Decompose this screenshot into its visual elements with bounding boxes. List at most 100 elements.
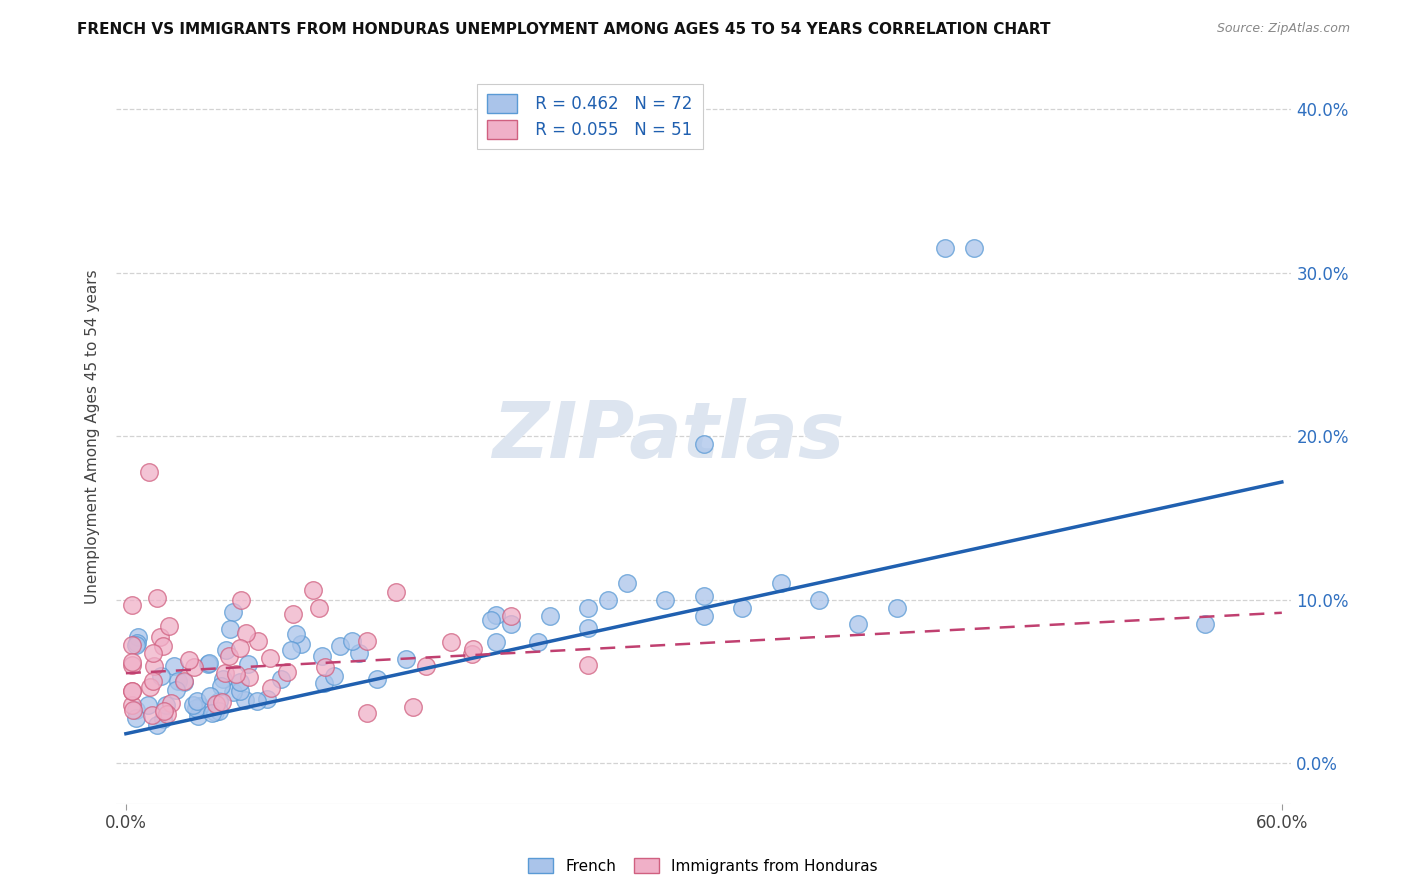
Point [225, 667, 247, 681]
Point [173, 673, 195, 688]
Point [270, 672, 292, 686]
Point [356, 706, 378, 721]
Point [184, 701, 207, 715]
Point [238, 657, 260, 671]
Point [440, 635, 463, 649]
Point [538, 609, 561, 624]
Point [256, 691, 278, 706]
Text: FRENCH VS IMMIGRANTS FROM HONDURAS UNEMPLOYMENT AMONG AGES 45 TO 54 YEARS CORREL: FRENCH VS IMMIGRANTS FROM HONDURAS UNEMP… [77, 22, 1050, 37]
Point [731, 600, 754, 615]
Point [276, 665, 298, 679]
Point [596, 592, 619, 607]
Point [280, 643, 302, 657]
Point [693, 609, 716, 624]
Point [886, 600, 908, 615]
Point [152, 704, 174, 718]
Point [222, 605, 245, 619]
Point [163, 659, 186, 673]
Point [290, 636, 312, 650]
Point [347, 646, 370, 660]
Legend:  R = 0.462   N = 72,  R = 0.055   N = 51: R = 0.462 N = 72, R = 0.055 N = 51 [477, 84, 703, 149]
Point [204, 705, 226, 719]
Point [395, 652, 418, 666]
Point [149, 630, 172, 644]
Point [616, 576, 638, 591]
Point [121, 658, 143, 673]
Point [142, 646, 165, 660]
Point [197, 656, 219, 670]
Point [527, 635, 550, 649]
Point [769, 576, 792, 591]
Point [121, 698, 143, 712]
Point [150, 669, 173, 683]
Point [142, 673, 165, 688]
Point [214, 665, 236, 680]
Point [384, 584, 406, 599]
Point [576, 658, 599, 673]
Point [461, 641, 484, 656]
Point [218, 649, 240, 664]
Point [312, 675, 335, 690]
Point [934, 241, 956, 255]
Point [576, 622, 599, 636]
Point [209, 679, 232, 693]
Point [238, 670, 260, 684]
Point [366, 673, 388, 687]
Y-axis label: Unemployment Among Ages 45 to 54 years: Unemployment Among Ages 45 to 54 years [86, 269, 100, 604]
Point [156, 707, 179, 722]
Point [155, 698, 177, 713]
Point [311, 648, 333, 663]
Point [173, 675, 195, 690]
Point [188, 698, 211, 713]
Point [124, 638, 146, 652]
Point [247, 633, 270, 648]
Point [211, 695, 233, 709]
Point [461, 647, 484, 661]
Point [235, 626, 257, 640]
Point [165, 682, 187, 697]
Point [485, 634, 508, 648]
Point [208, 704, 231, 718]
Point [576, 600, 599, 615]
Point [197, 657, 219, 672]
Point [402, 699, 425, 714]
Point [501, 617, 523, 632]
Point [127, 636, 149, 650]
Point [222, 684, 245, 698]
Text: ZIPatlas: ZIPatlas [492, 398, 845, 475]
Point [177, 653, 200, 667]
Point [157, 619, 180, 633]
Point [152, 712, 174, 726]
Point [122, 703, 145, 717]
Point [138, 465, 160, 479]
Point [127, 630, 149, 644]
Point [233, 693, 256, 707]
Point [246, 694, 269, 708]
Point [212, 672, 235, 686]
Point [121, 684, 143, 698]
Point [121, 684, 143, 698]
Point [145, 717, 167, 731]
Point [260, 681, 283, 695]
Point [124, 711, 146, 725]
Point [215, 643, 238, 657]
Point [138, 680, 160, 694]
Point [167, 673, 190, 688]
Point [415, 658, 437, 673]
Point [136, 698, 159, 712]
Legend: French, Immigrants from Honduras: French, Immigrants from Honduras [522, 852, 884, 880]
Point [186, 694, 208, 708]
Point [152, 639, 174, 653]
Point [283, 607, 305, 621]
Point [356, 634, 378, 648]
Point [121, 655, 143, 669]
Point [205, 697, 228, 711]
Point [146, 591, 169, 606]
Point [141, 707, 163, 722]
Point [259, 651, 281, 665]
Point [323, 668, 346, 682]
Point [329, 639, 352, 653]
Point [200, 690, 222, 704]
Point [183, 660, 205, 674]
Point [808, 592, 831, 607]
